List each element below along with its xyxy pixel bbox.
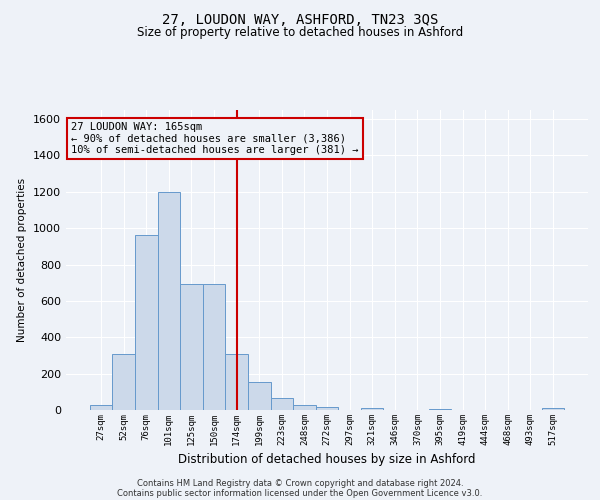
Bar (90, 404, 112, 410)
Bar (361, 408, 383, 410)
Bar (135, 236, 158, 410)
Bar (203, 284, 226, 410)
Bar (248, 382, 271, 410)
Text: 27 LOUDON WAY: 165sqm
← 90% of detached houses are smaller (3,386)
10% of semi-d: 27 LOUDON WAY: 165sqm ← 90% of detached … (71, 122, 359, 155)
Bar (112, 354, 135, 410)
Text: 27, LOUDON WAY, ASHFORD, TN23 3QS: 27, LOUDON WAY, ASHFORD, TN23 3QS (162, 12, 438, 26)
Bar (542, 408, 564, 410)
X-axis label: Distribution of detached houses by size in Ashford: Distribution of detached houses by size … (178, 454, 476, 466)
Bar (271, 398, 293, 410)
Bar (316, 408, 338, 410)
Text: Contains public sector information licensed under the Open Government Licence v3: Contains public sector information licen… (118, 488, 482, 498)
Bar (293, 406, 316, 410)
Text: Size of property relative to detached houses in Ashford: Size of property relative to detached ho… (137, 26, 463, 39)
Text: Contains HM Land Registry data © Crown copyright and database right 2024.: Contains HM Land Registry data © Crown c… (137, 478, 463, 488)
Bar (428, 409, 451, 410)
Bar (226, 354, 248, 410)
Bar (180, 284, 203, 410)
Y-axis label: Number of detached properties: Number of detached properties (17, 178, 28, 342)
Bar (158, 192, 180, 410)
